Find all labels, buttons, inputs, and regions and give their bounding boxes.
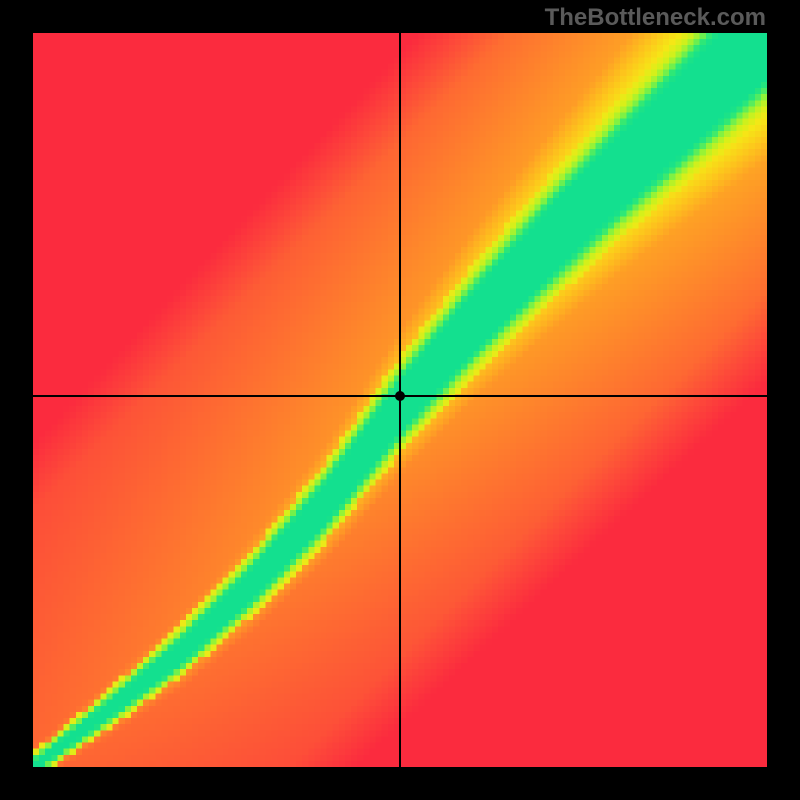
- watermark-text: TheBottleneck.com: [545, 4, 766, 32]
- chart-container: TheBottleneck.com: [0, 0, 800, 800]
